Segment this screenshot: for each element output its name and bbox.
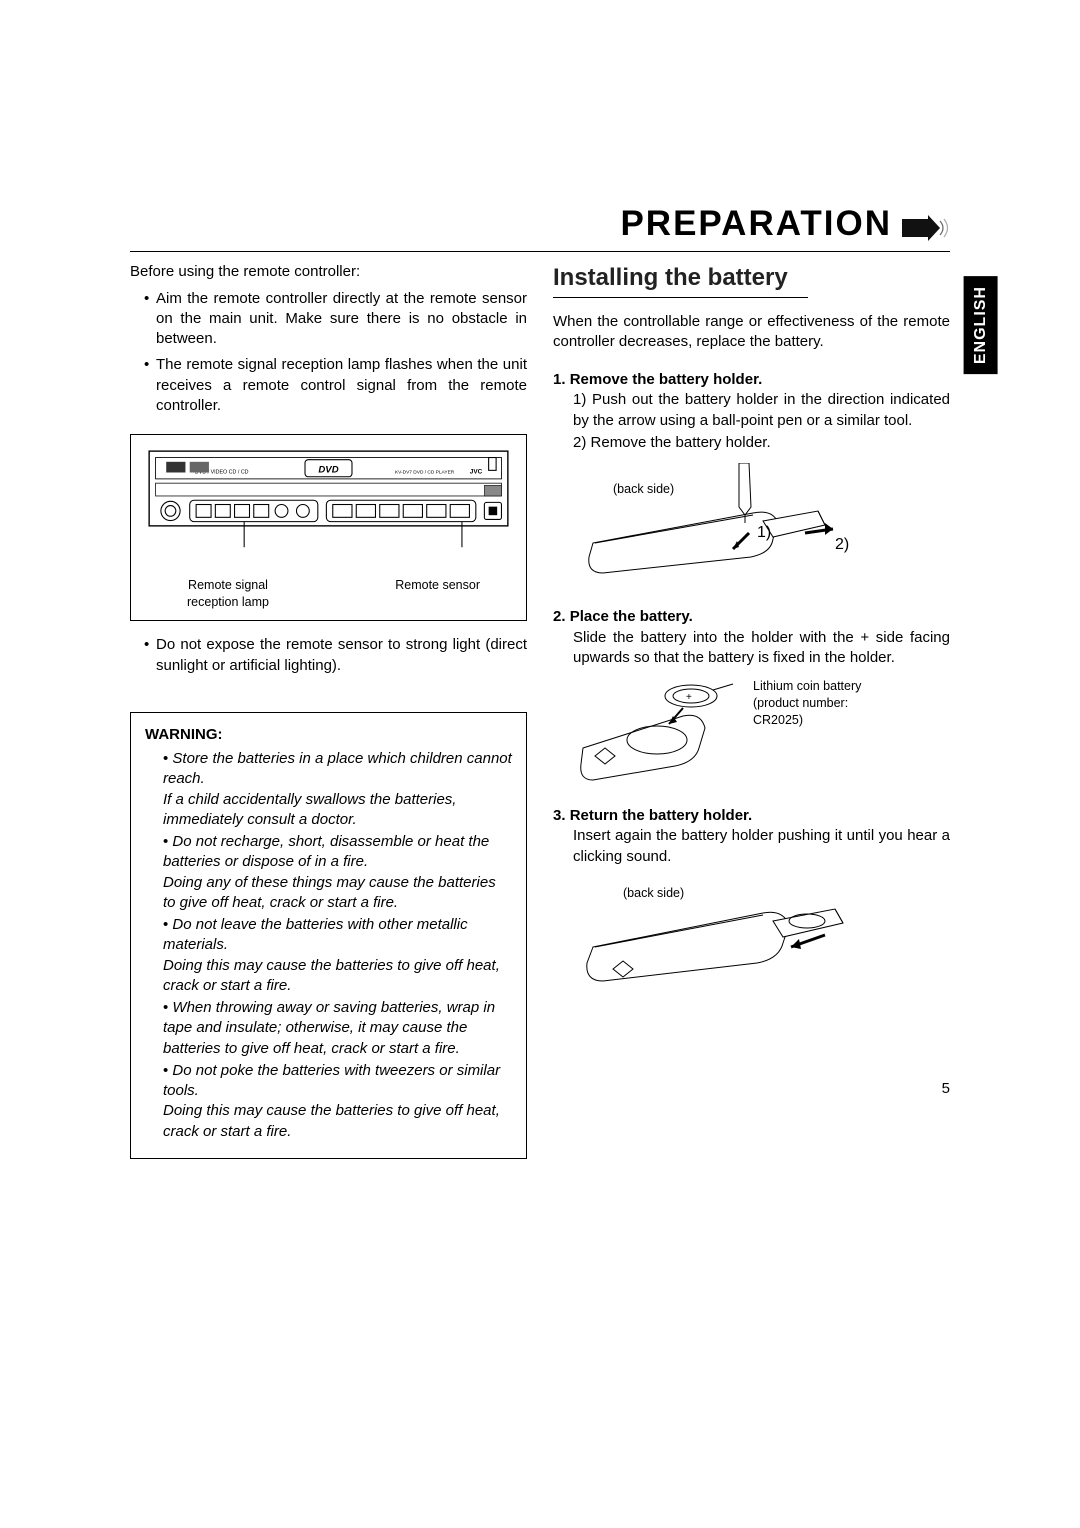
page: PREPARATION ENGLISH Before using the rem…	[0, 0, 1080, 1219]
backside-caption: (back side)	[623, 886, 684, 900]
two-column-layout: Before using the remote controller: Aim …	[130, 262, 950, 1159]
left-bullet: The remote signal reception lamp flashes…	[144, 355, 527, 416]
device-figure-box: DVD DVD / VIDEO CD / CD JVC KV-DV7 DVD /…	[130, 434, 527, 621]
device-brand-text: JVC	[470, 469, 483, 476]
fig-mark-2: 2)	[835, 536, 849, 553]
remote-sensor-label: Remote sensor	[395, 577, 480, 611]
warning-item: When throwing away or saving batteries, …	[151, 998, 512, 1059]
subsection-title: Installing the battery	[553, 262, 950, 294]
subsection-rule	[553, 297, 808, 298]
device-unit-text: KV-DV7 DVD / CD PLAYER	[395, 470, 455, 476]
warning-item: Do not leave the batteries with other me…	[151, 915, 512, 996]
step-1-figure: (back side)	[573, 463, 950, 589]
main-unit-diagram: DVD DVD / VIDEO CD / CD JVC KV-DV7 DVD /…	[147, 449, 510, 566]
step-3: 3. Return the battery holder. Insert aga…	[553, 806, 950, 993]
warning-item: Store the batteries in a place which chi…	[151, 749, 512, 830]
warning-item: Do not recharge, short, disassemble or h…	[151, 832, 512, 913]
fig-mark-1: 1)	[757, 524, 771, 541]
left-bullet: Do not expose the remote sensor to stron…	[144, 635, 527, 676]
step-1-substeps: 1) Push out the battery holder in the di…	[553, 390, 950, 453]
battery-label: Lithium coin battery (product number: CR…	[753, 678, 861, 729]
backside-caption: (back side)	[613, 482, 674, 496]
warning-item: Do not poke the batteries with tweezers …	[151, 1061, 512, 1142]
step-2-figure: + Lithium coin battery (product number: …	[573, 678, 950, 788]
step-3-body: Insert again the battery holder pushing …	[553, 826, 950, 867]
step-heading: 3. Return the battery holder.	[553, 806, 950, 826]
substep: 1) Push out the battery holder in the di…	[573, 390, 950, 431]
left-bullet-list: Aim the remote controller directly at th…	[130, 289, 527, 417]
section-title-text: PREPARATION	[620, 204, 892, 243]
step-heading: 1. Remove the battery holder.	[553, 370, 950, 390]
left-intro: Before using the remote controller:	[130, 262, 527, 282]
page-number: 5	[942, 1079, 950, 1099]
language-tab: ENGLISH	[964, 276, 998, 374]
substep: 2) Remove the battery holder.	[573, 433, 950, 453]
title-rule	[130, 251, 950, 252]
remote-signal-lamp-label: Remote signal reception lamp	[187, 577, 269, 611]
right-column: Installing the battery When the controll…	[553, 262, 950, 1159]
warning-box: WARNING: Store the batteries in a place …	[130, 712, 527, 1159]
arrow-dots-icon	[900, 206, 950, 253]
warning-list: Store the batteries in a place which chi…	[145, 749, 512, 1142]
step-2: 2. Place the battery. Slide the battery …	[553, 607, 950, 788]
step-3-figure: (back side)	[573, 877, 950, 993]
svg-text:+: +	[686, 692, 692, 703]
step-heading: 2. Place the battery.	[553, 607, 950, 627]
left-bullet-list-2: Do not expose the remote sensor to stron…	[130, 635, 527, 676]
section-header: PREPARATION	[130, 200, 950, 247]
step-1: 1. Remove the battery holder. 1) Push ou…	[553, 370, 950, 589]
warning-title: WARNING:	[145, 725, 512, 745]
step-2-body: Slide the battery into the holder with t…	[553, 628, 950, 669]
left-column: Before using the remote controller: Aim …	[130, 262, 527, 1159]
left-bullet: Aim the remote controller directly at th…	[144, 289, 527, 350]
device-labels-row: Remote signal reception lamp Remote sens…	[147, 577, 510, 611]
dvd-logo-text: DVD	[318, 464, 338, 475]
right-intro: When the controllable range or effective…	[553, 312, 950, 353]
